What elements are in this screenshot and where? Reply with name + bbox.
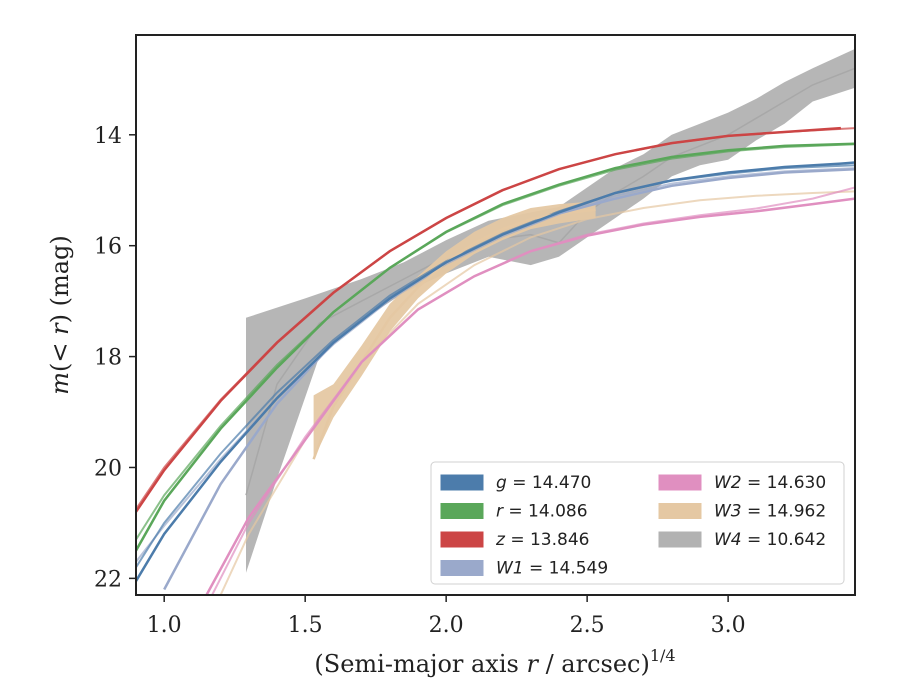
x-axis-label-sup: 1/4 xyxy=(650,646,676,665)
legend-label-W2: W2 = 14.630 xyxy=(714,473,826,493)
legend-label-g: g = 14.470 xyxy=(496,473,591,493)
y-tick-label: 20 xyxy=(94,456,122,481)
series-r-line xyxy=(136,142,855,552)
x-tick-label: 2.0 xyxy=(429,613,464,638)
plot-frame xyxy=(135,34,856,596)
y-axis-label-unit: (mag) xyxy=(46,235,74,314)
x-axis: 1.0 1.5 2.0 2.5 3.0 xyxy=(147,595,746,638)
series-W2-line xyxy=(205,197,855,595)
series-W1-model xyxy=(136,167,855,563)
x-tick-label: 2.5 xyxy=(570,613,605,638)
legend-label-W4: W4 = 10.642 xyxy=(714,530,826,550)
legend-label-z: z = 13.846 xyxy=(495,530,589,550)
legend: g = 14.470 r = 14.086 z = 13.846 W1 = 14.54… xyxy=(430,461,845,585)
x-tick-label: 1.0 xyxy=(147,613,182,638)
y-axis-label-inner: (< xyxy=(46,335,74,372)
y-axis: 14 16 18 20 22 xyxy=(94,124,136,592)
y-tick-label: 14 xyxy=(94,124,122,149)
y-tick-label: 22 xyxy=(94,567,122,592)
series-g-line xyxy=(136,161,855,582)
x-axis-label-prefix: (Semi-major axis xyxy=(314,650,526,678)
legend-label-W3: W3 = 14.962 xyxy=(714,502,826,522)
legend-swatch-g xyxy=(440,474,484,491)
y-axis-label-close: ) xyxy=(46,314,74,323)
legend-swatch-W3 xyxy=(658,503,702,519)
legend-swatch-W2 xyxy=(658,474,702,491)
x-axis-label-middle: / arcsec) xyxy=(538,650,650,678)
series-W3-band xyxy=(313,201,596,460)
legend-swatch-W1 xyxy=(440,560,484,576)
y-tick-label: 18 xyxy=(94,346,122,371)
y-tick-label: 16 xyxy=(94,235,122,260)
legend-label-W1: W1 = 14.549 xyxy=(496,559,608,579)
legend-swatch-W4 xyxy=(658,531,702,548)
x-tick-label: 3.0 xyxy=(711,613,746,638)
legend-frame xyxy=(430,461,845,585)
series-z-line xyxy=(136,126,841,513)
y-axis-label: m(< r) (mag) xyxy=(46,235,74,395)
legend-swatch-z xyxy=(440,531,484,548)
x-axis-label-var: r xyxy=(526,650,539,678)
y-axis-label-r: r xyxy=(46,322,74,335)
series-layer xyxy=(136,48,855,595)
legend-swatch-r xyxy=(440,503,484,519)
x-axis-label: (Semi-major axis r / arcsec)1/4 xyxy=(314,646,675,678)
legend-label-r: r = 14.086 xyxy=(496,502,588,522)
x-tick-label: 1.5 xyxy=(288,613,323,638)
series-W4-band xyxy=(246,48,855,573)
y-axis-label-m: m xyxy=(46,372,74,395)
